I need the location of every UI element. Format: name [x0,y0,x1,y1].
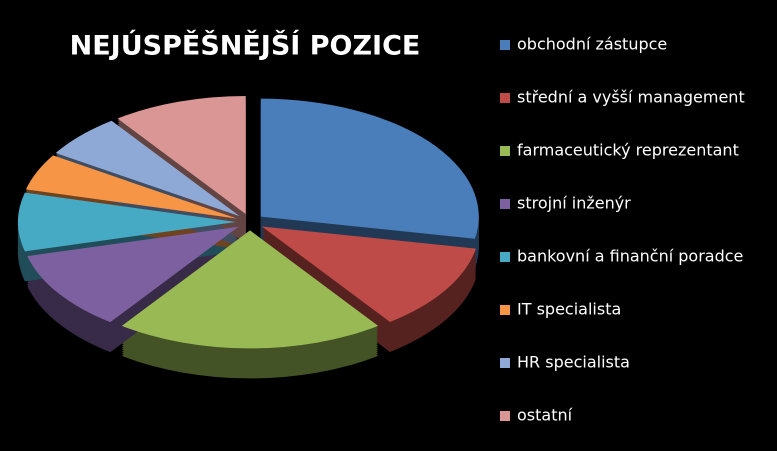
legend-marker [500,305,510,315]
legend-marker [500,40,510,50]
slice [17,192,237,252]
legend-marker [500,411,510,421]
slice [261,226,476,322]
legend: obchodní zástupce střední a vyšší managem… [500,35,745,425]
slice [117,96,246,215]
legend-label: farmaceutický reprezentant [517,141,739,160]
legend-label: strojní inženýr [517,194,631,213]
legend-label: IT specialista [517,300,621,319]
legend-label: ostatní [517,406,573,425]
chart-title: NEJÚSPĚŠNĚJŠÍ POZICE [70,30,421,62]
legend-marker [500,146,510,156]
slice [27,226,239,323]
legend-label: bankovní a finanční poradce [517,247,743,266]
pie [17,96,479,379]
legend-label: obchodní zástupce [517,35,667,54]
legend-marker [500,358,510,368]
slice [260,98,479,239]
legend-label: HR specialista [517,353,630,372]
legend-marker [500,199,510,209]
legend-label: střední a vyšší management [517,88,745,107]
slice [55,120,240,217]
slice [121,230,379,349]
legend-marker [500,93,510,103]
legend-marker [500,252,510,262]
slice [26,155,238,219]
